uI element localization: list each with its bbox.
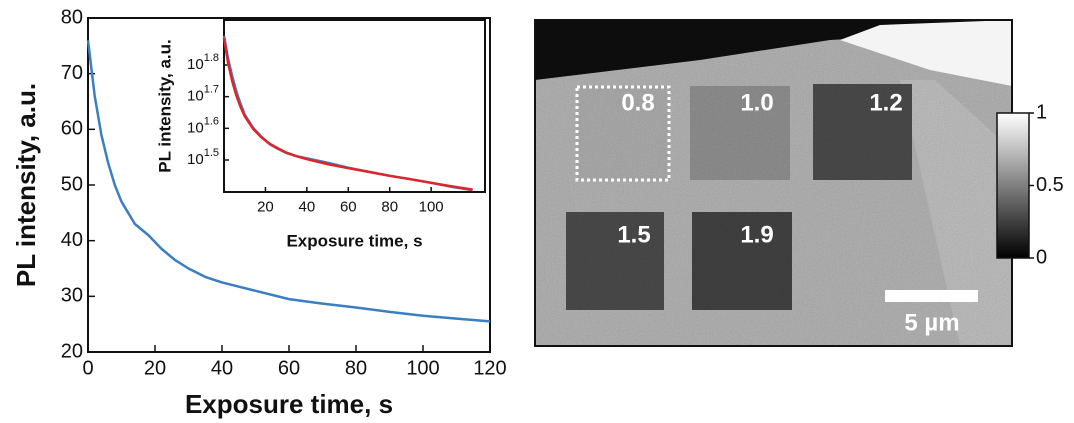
x-tick-label: 40 (211, 357, 233, 379)
x-tick-label: 120 (473, 357, 506, 379)
plot-frame (223, 19, 486, 193)
colorbar-tick-label: 1 (1036, 101, 1047, 123)
colorbar (996, 112, 1030, 259)
region-label: 0.8 (621, 89, 654, 116)
x-tick-label: 80 (381, 198, 398, 215)
x-tick-label: 20 (257, 198, 274, 215)
y-tick-label: 30 (61, 285, 83, 307)
x-tick-label: 0 (82, 357, 93, 379)
micrograph (535, 20, 1012, 346)
data-line (86, 40, 491, 323)
y-tick-label: 101.5 (187, 147, 219, 168)
x-tick-label: 100 (419, 198, 444, 215)
y-axis-label: PL intensity, a.u. (155, 39, 174, 173)
x-tick-label: 20 (144, 357, 166, 379)
x-tick-label: 40 (299, 198, 316, 215)
x-tick-label: 60 (278, 357, 300, 379)
y-tick-label: 101.6 (187, 115, 219, 136)
y-axis-label: PL intensity, a.u. (11, 83, 41, 287)
y-tick-label: 50 (61, 173, 83, 195)
y-tick-label: 60 (61, 118, 83, 140)
x-axis-label: Exposure time, s (286, 231, 422, 250)
y-tick-label: 70 (61, 62, 83, 84)
selection-box (575, 85, 671, 182)
region-label: 1.0 (740, 89, 773, 116)
data-line (222, 37, 473, 191)
x-tick-label: 100 (406, 357, 439, 379)
colorbar-tick-label: 0 (1036, 246, 1047, 268)
colorbar-tick-label: 0.5 (1036, 174, 1064, 196)
region-label: 1.5 (617, 221, 650, 248)
scale-bar-label: 5 µm (904, 309, 959, 336)
y-tick-label: 20 (61, 340, 83, 362)
y-tick-label: 101.8 (187, 52, 219, 73)
y-tick-label: 101.7 (187, 84, 219, 105)
region-label: 1.9 (740, 221, 773, 248)
x-tick-label: 80 (345, 357, 367, 379)
x-tick-label: 60 (340, 198, 357, 215)
y-tick-label: 80 (61, 6, 83, 28)
region-label: 1.2 (869, 89, 902, 116)
y-tick-label: 40 (61, 229, 83, 251)
x-axis-label: Exposure time, s (185, 389, 393, 419)
